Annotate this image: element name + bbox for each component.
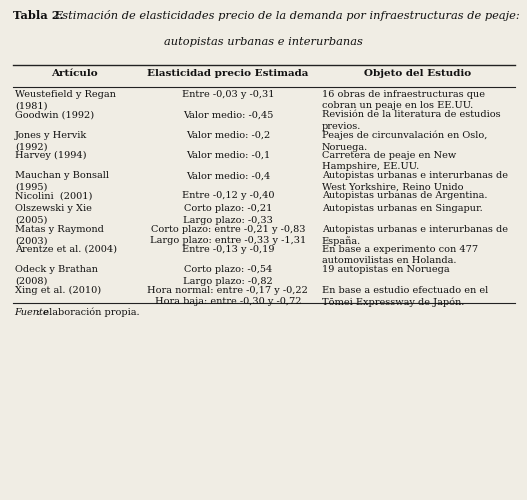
- Text: Estimación de elasticidades precio de la demanda por infraestructuras de peaje:: Estimación de elasticidades precio de la…: [54, 10, 520, 21]
- Text: Entre -0,13 y -0,19: Entre -0,13 y -0,19: [182, 245, 274, 254]
- Text: Revisión de la literatura de estudios
previos.: Revisión de la literatura de estudios pr…: [321, 110, 500, 130]
- Text: Weustefield y Regan
(1981): Weustefield y Regan (1981): [15, 90, 116, 110]
- Text: Corto plazo: -0,54
Largo plazo: -0,82: Corto plazo: -0,54 Largo plazo: -0,82: [183, 266, 273, 285]
- Text: Autopistas urbanas en Singapur.: Autopistas urbanas en Singapur.: [321, 204, 482, 214]
- Text: En base a experimento con 477
automovilistas en Holanda.: En base a experimento con 477 automovili…: [321, 245, 478, 266]
- Text: : elaboración propia.: : elaboración propia.: [37, 308, 140, 318]
- Text: Goodwin (1992): Goodwin (1992): [15, 110, 94, 120]
- Text: Autopistas urbanas de Argentina.: Autopistas urbanas de Argentina.: [321, 192, 487, 200]
- Text: Elasticidad precio Estimada: Elasticidad precio Estimada: [147, 68, 309, 78]
- Text: Olszewski y Xie
(2005): Olszewski y Xie (2005): [15, 204, 92, 225]
- Text: Matas y Raymond
(2003): Matas y Raymond (2003): [15, 224, 104, 245]
- Text: Valor medio: -0,4: Valor medio: -0,4: [186, 171, 270, 180]
- Text: Harvey (1994): Harvey (1994): [15, 151, 87, 160]
- Text: Valor medio: -0,2: Valor medio: -0,2: [186, 130, 270, 140]
- Text: Entre -0,12 y -0,40: Entre -0,12 y -0,40: [182, 192, 274, 200]
- Text: Arentze et al. (2004): Arentze et al. (2004): [15, 245, 118, 254]
- Text: Jones y Hervik
(1992): Jones y Hervik (1992): [15, 130, 87, 151]
- Text: autopistas urbanas e interurbanas: autopistas urbanas e interurbanas: [164, 37, 363, 47]
- Text: Fuente: Fuente: [14, 308, 49, 317]
- Text: Peajes de circunvalación en Oslo,
Noruega.: Peajes de circunvalación en Oslo, Norueg…: [321, 130, 487, 152]
- Text: Valor medio: -0,45: Valor medio: -0,45: [183, 110, 273, 120]
- Text: Entre -0,03 y -0,31: Entre -0,03 y -0,31: [182, 90, 274, 99]
- Text: 16 obras de infraestructuras que
cobran un peaje en los EE.UU.: 16 obras de infraestructuras que cobran …: [321, 90, 485, 110]
- Text: Nicolini  (2001): Nicolini (2001): [15, 192, 93, 200]
- Text: Odeck y Brathan
(2008): Odeck y Brathan (2008): [15, 266, 98, 285]
- Text: Mauchan y Bonsall
(1995): Mauchan y Bonsall (1995): [15, 171, 109, 192]
- Text: Tabla 2.: Tabla 2.: [13, 10, 64, 21]
- Text: Corto plazo: -0,21
Largo plazo: -0,33: Corto plazo: -0,21 Largo plazo: -0,33: [183, 204, 273, 225]
- Text: Valor medio: -0,1: Valor medio: -0,1: [186, 151, 270, 160]
- Text: Hora normal: entre -0,17 y -0,22
Hora baja: entre -0,30 y -0,72: Hora normal: entre -0,17 y -0,22 Hora ba…: [148, 286, 308, 306]
- Text: 19 autopistas en Noruega: 19 autopistas en Noruega: [321, 266, 450, 274]
- Text: Objeto del Estudio: Objeto del Estudio: [364, 68, 471, 78]
- Text: Autopistas urbanas e interurbanas de
West Yorkshire, Reino Unido: Autopistas urbanas e interurbanas de Wes…: [321, 171, 508, 192]
- Text: En base a estudio efectuado en el
Tōmei Expressway de Japón.: En base a estudio efectuado en el Tōmei …: [321, 286, 488, 306]
- Text: Carretera de peaje en New
Hampshire, EE.UU.: Carretera de peaje en New Hampshire, EE.…: [321, 151, 456, 172]
- Text: Autopistas urbanas e interurbanas de
España.: Autopistas urbanas e interurbanas de Esp…: [321, 224, 508, 246]
- Text: Corto plazo: entre -0,21 y -0,83
Largo plazo: entre -0,33 y -1,31: Corto plazo: entre -0,21 y -0,83 Largo p…: [150, 224, 306, 245]
- Text: Artículo: Artículo: [52, 68, 98, 78]
- Text: Xing et al. (2010): Xing et al. (2010): [15, 286, 101, 294]
